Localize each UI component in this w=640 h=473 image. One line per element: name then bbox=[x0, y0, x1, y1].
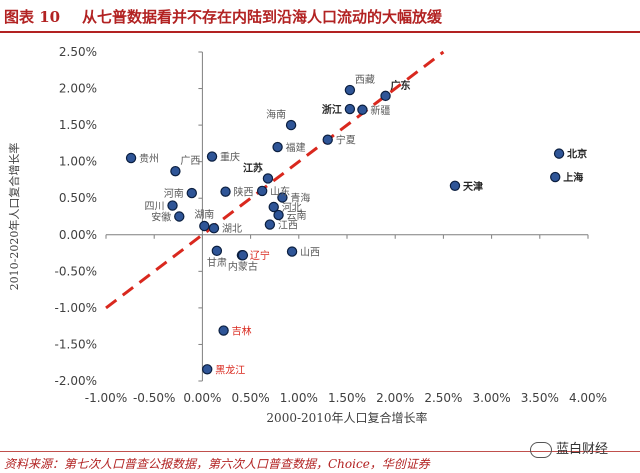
data-point bbox=[186, 187, 197, 199]
point-label: 云南 bbox=[287, 209, 307, 222]
y-tick-label: 0.00% bbox=[59, 228, 97, 242]
data-point bbox=[286, 246, 298, 257]
data-points bbox=[125, 84, 565, 375]
y-tick-label: -1.00% bbox=[55, 301, 97, 315]
y-tick-label: -2.00% bbox=[55, 374, 97, 388]
point-label: 河北 bbox=[282, 202, 302, 214]
data-point bbox=[380, 90, 391, 102]
data-point bbox=[273, 209, 284, 221]
point-label: 天津 bbox=[463, 180, 483, 193]
data-point bbox=[357, 104, 368, 115]
data-point bbox=[199, 220, 210, 232]
source-note: 资料来源：第七次人口普查公报数据，第六次人口普查数据，Choice，华创证券 bbox=[4, 457, 430, 471]
y-tick-label: 2.50% bbox=[59, 45, 97, 59]
scatter-chart: -2.00% -1.50% -1.00% -0.50% 0.00% 0.50% 1.00% 1… bbox=[7, 45, 608, 425]
data-point bbox=[218, 325, 229, 336]
point-label: 西藏 bbox=[355, 74, 375, 86]
data-point bbox=[553, 148, 565, 159]
data-point bbox=[167, 200, 178, 211]
point-label: 陕西 bbox=[234, 186, 254, 199]
point-label: 湖南 bbox=[194, 208, 214, 221]
y-tick-label: 1.50% bbox=[59, 118, 97, 132]
title-bar: 图表 10 从七普数据看并不存在内陆到沿海人口流动的大幅放缓 bbox=[0, 0, 640, 34]
data-point bbox=[344, 84, 356, 96]
data-point bbox=[344, 103, 356, 115]
point-label: 江西 bbox=[278, 220, 298, 232]
data-point bbox=[262, 173, 274, 184]
point-label: 广东 bbox=[391, 79, 411, 92]
point-label: 广西 bbox=[180, 155, 200, 167]
data-point bbox=[550, 171, 561, 183]
figure-label: 图表 10 bbox=[4, 8, 61, 26]
point-label: 青海 bbox=[290, 191, 310, 204]
axes: -2.00% -1.50% -1.00% -0.50% 0.00% 0.50% 1.00% 1… bbox=[55, 45, 608, 405]
x-tick-label: 1.00% bbox=[280, 391, 318, 405]
y-tick-label: 0.50% bbox=[59, 191, 97, 205]
data-point bbox=[170, 165, 181, 177]
point-label: 内蒙古 bbox=[228, 260, 258, 273]
data-point bbox=[220, 186, 231, 197]
wechat-icon bbox=[530, 441, 552, 458]
point-label: 山东 bbox=[270, 185, 290, 198]
data-point bbox=[285, 119, 297, 131]
data-point bbox=[174, 211, 185, 222]
data-point bbox=[264, 219, 276, 230]
point-label: 四川 bbox=[145, 202, 165, 213]
data-point bbox=[208, 222, 220, 234]
data-point bbox=[277, 192, 288, 203]
y-tick-label: 1.00% bbox=[59, 155, 97, 169]
data-point bbox=[202, 364, 213, 375]
point-label: 海南 bbox=[266, 108, 286, 121]
x-tick-label: -1.00% bbox=[85, 391, 127, 405]
watermark: 蓝白财经 bbox=[530, 438, 608, 458]
point-label: 江苏 bbox=[243, 161, 263, 174]
title-underline bbox=[0, 31, 640, 33]
x-tick-label: 2.00% bbox=[376, 391, 414, 405]
point-label: 湖北 bbox=[222, 223, 242, 235]
x-tick-label: 0.00% bbox=[183, 391, 221, 405]
data-point bbox=[268, 201, 279, 213]
point-label: 辽宁 bbox=[250, 249, 270, 262]
trend-diagonal-line bbox=[105, 50, 445, 310]
point-label: 河南 bbox=[164, 187, 184, 200]
point-label: 安徽 bbox=[151, 211, 171, 224]
data-point bbox=[237, 250, 249, 261]
point-label: 浙江 bbox=[322, 103, 342, 116]
point-label: 宁夏 bbox=[336, 134, 356, 147]
x-tick-label: 0.50% bbox=[232, 391, 270, 405]
x-tick-label: 4.00% bbox=[569, 391, 607, 405]
watermark-text: 蓝白财经 bbox=[556, 442, 609, 457]
point-label: 吉林 bbox=[232, 325, 252, 338]
data-point bbox=[256, 185, 268, 197]
point-label: 重庆 bbox=[220, 151, 240, 164]
x-axis-label: 2000-2010年人口复合增长率 bbox=[266, 410, 427, 425]
y-tick-label: -1.50% bbox=[55, 337, 97, 351]
point-label: 新疆 bbox=[370, 104, 390, 117]
data-point bbox=[449, 180, 461, 191]
x-tick-label: -0.50% bbox=[133, 391, 175, 405]
x-tick-label: 3.50% bbox=[521, 391, 559, 405]
point-label: 福建 bbox=[286, 141, 306, 154]
y-tick-label: -0.50% bbox=[55, 264, 97, 278]
x-tick-label: 2.50% bbox=[424, 391, 462, 405]
data-point bbox=[322, 134, 333, 145]
data-point bbox=[272, 141, 283, 153]
x-tick-label: 3.00% bbox=[473, 391, 511, 405]
point-label: 山西 bbox=[300, 247, 320, 259]
x-tick-label: 1.50% bbox=[328, 391, 366, 405]
point-label: 甘肃 bbox=[207, 256, 227, 269]
footer-rule bbox=[0, 451, 640, 452]
y-axis-label: 2010-2020年人口复合增长率 bbox=[7, 143, 21, 291]
point-label: 黑龙江 bbox=[215, 363, 245, 376]
data-point bbox=[211, 245, 223, 257]
point-label: 上海 bbox=[563, 171, 583, 184]
point-label: 贵州 bbox=[139, 152, 159, 165]
data-point bbox=[125, 152, 137, 164]
data-point bbox=[206, 151, 218, 162]
point-label: 北京 bbox=[567, 148, 587, 161]
y-tick-label: 2.00% bbox=[59, 82, 97, 96]
chart-title: 从七普数据看并不存在内陆到沿海人口流动的大幅放缓 bbox=[82, 8, 443, 26]
